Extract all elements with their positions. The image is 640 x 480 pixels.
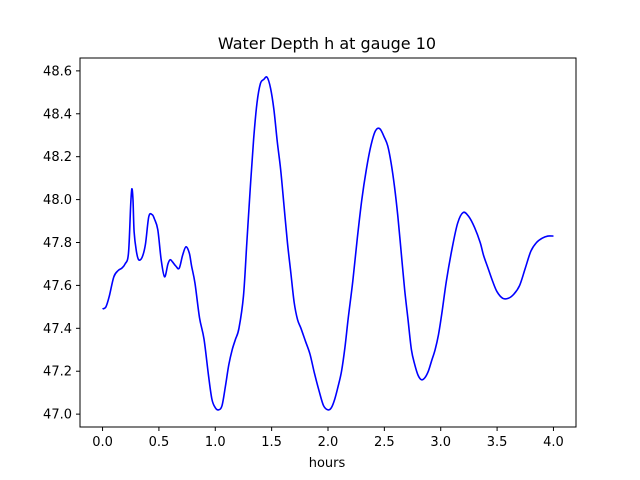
x-tick-label: 0.5 xyxy=(149,435,170,450)
y-tick-label: 47.8 xyxy=(43,236,72,251)
x-axis-label: hours xyxy=(309,456,346,471)
x-axis: 0.0 0.5 1.0 1.5 2.0 2.5 3.0 3.5 4.0 xyxy=(92,427,564,450)
x-tick-label: 3.0 xyxy=(430,435,451,450)
x-tick-label: 4.0 xyxy=(543,435,564,450)
x-tick-label: 1.5 xyxy=(261,435,282,450)
y-tick-label: 47.2 xyxy=(43,365,72,380)
y-axis: 47.0 47.2 47.4 47.6 47.8 48.0 48.2 48.4 48.6 xyxy=(43,64,80,423)
y-tick-label: 48.2 xyxy=(43,150,72,165)
y-tick-label: 47.6 xyxy=(43,279,72,294)
x-tick-label: 0.0 xyxy=(92,435,113,450)
chart-title: Water Depth h at gauge 10 xyxy=(218,34,436,53)
y-tick-label: 48.6 xyxy=(43,64,72,79)
series-line-0 xyxy=(102,76,554,411)
x-tick-label: 3.5 xyxy=(487,435,508,450)
y-tick-label: 48.0 xyxy=(43,193,72,208)
series-layer xyxy=(102,76,554,411)
x-tick-label: 1.0 xyxy=(205,435,226,450)
y-tick-label: 47.0 xyxy=(43,408,72,423)
x-tick-label: 2.5 xyxy=(374,435,395,450)
y-tick-label: 47.4 xyxy=(43,322,72,337)
plot-frame xyxy=(79,57,577,428)
y-tick-label: 48.4 xyxy=(43,107,72,122)
x-tick-label: 2.0 xyxy=(318,435,339,450)
